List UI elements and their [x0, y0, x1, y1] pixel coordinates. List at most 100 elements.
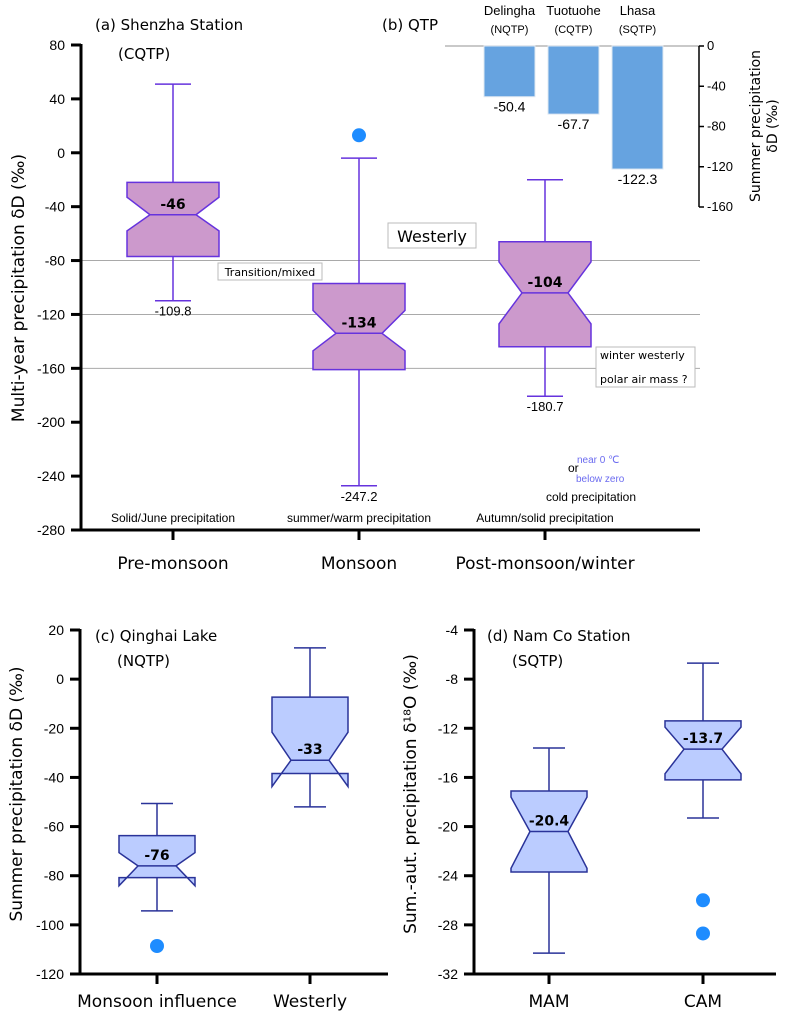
outlier-point — [352, 128, 366, 143]
bar-category-label: Lhasa — [620, 3, 656, 18]
category-note: Autumn/solid precipitation — [476, 511, 613, 525]
y-tick-label: -120 — [36, 966, 64, 982]
y-tick-label: 0 — [56, 671, 64, 687]
category-note: summer/warm precipitation — [287, 511, 431, 525]
box-body — [664, 720, 742, 781]
y-tick-label: -80 — [45, 253, 65, 269]
y-tick-label: 80 — [49, 37, 65, 53]
below-zero-label: below zero — [576, 474, 625, 485]
box-post-monsoon-winter: -104 -180.7 — [498, 178, 592, 414]
y-tick-label: -280 — [37, 522, 65, 538]
panel-b: (b) QTP 0 -40 -80 -120 -160 -50.4 Delingha (NQT… — [382, 3, 781, 214]
bar-value-label: -50.4 — [494, 99, 526, 115]
x-category-label: CAM — [684, 992, 722, 1012]
x-category-label: Monsoon — [321, 554, 397, 574]
box-monsoon: -134 -247.2 — [312, 128, 406, 504]
y-tick-label: -28 — [438, 917, 458, 933]
box-body — [271, 696, 349, 775]
box-body — [312, 282, 406, 371]
bar-category-label: Delingha — [484, 3, 536, 18]
notch-tail-left — [271, 772, 283, 789]
y-tick-label: -80 — [44, 868, 64, 884]
near-zero-label: near 0 ℃ — [577, 455, 619, 466]
median-label: -13.7 — [683, 731, 723, 747]
panel-c-ylabel: Summer precipitation δD (‰) — [7, 666, 27, 921]
whisker-low-label: -109.8 — [155, 304, 192, 319]
category-note: Solid/June precipitation — [111, 511, 235, 525]
cold-precipitation-label: cold precipitation — [546, 490, 636, 504]
y-tick-label: 20 — [48, 622, 64, 638]
box-pre-monsoon: -46 -109.8 — [126, 83, 220, 319]
y-tick-label: -200 — [37, 414, 65, 430]
bar-delingha — [483, 45, 536, 98]
y-tick-label: -12 — [438, 720, 458, 736]
outlier-point — [696, 926, 710, 941]
y-tick-label: 0 — [57, 145, 65, 161]
box-mam: -20.4 — [510, 747, 588, 954]
y-tick-label: -160 — [707, 199, 733, 214]
westerly-label-box — [387, 222, 477, 249]
y-tick-label: -120 — [37, 306, 65, 322]
y-tick-label: -80 — [707, 119, 726, 134]
winter-westerly-label-box — [595, 346, 696, 388]
y-tick-label: 0 — [707, 38, 714, 53]
y-tick-label: -40 — [707, 78, 726, 93]
median-label: -46 — [160, 197, 185, 213]
or-label: or — [568, 461, 579, 475]
y-tick-label: -16 — [438, 769, 458, 785]
outlier-point — [696, 893, 710, 908]
bar-region-label: (NQTP) — [491, 24, 529, 36]
median-label: -104 — [527, 275, 562, 291]
y-tick-label: 40 — [49, 91, 65, 107]
panel-d-ylabel: Sum.-aut. precipitation δ¹⁸O (‰) — [401, 654, 421, 934]
median-label: -33 — [297, 742, 322, 758]
panel-d: (d) Nam Co Station (SQTP) Sum.-aut. prec… — [401, 622, 776, 1012]
y-tick-label: -40 — [45, 199, 65, 215]
bar-tuotuohe — [547, 45, 600, 115]
box-cam: -13.7 — [664, 662, 742, 941]
winter-westerly-label: winter westerly — [600, 349, 685, 362]
panel-b-ylabel-line1: Summer precipitation — [748, 50, 764, 202]
panel-a-title: (a) Shenzha Station — [95, 16, 243, 34]
y-tick-label: -160 — [37, 360, 65, 376]
bar-value-label: -122.3 — [618, 171, 658, 187]
panel-c: (c) Qinghai Lake (NQTP) Summer precipita… — [7, 622, 388, 1012]
y-tick-label: -100 — [36, 917, 64, 933]
x-category-label: MAM — [529, 992, 570, 1012]
notch-tail-left — [118, 876, 129, 888]
y-tick-label: -24 — [438, 868, 458, 884]
whisker-low-label: -180.7 — [527, 399, 564, 414]
y-tick-label: -32 — [438, 966, 458, 982]
y-tick-label: -120 — [707, 159, 733, 174]
panel-d-subtitle: (SQTP) — [512, 652, 563, 670]
median-label: -134 — [341, 315, 376, 331]
whisker-low-label: -247.2 — [341, 489, 378, 504]
y-tick-label: -240 — [37, 468, 65, 484]
panel-a: (a) Shenzha Station (CQTP) Multi-year pr… — [9, 16, 700, 574]
bar-lhasa — [611, 45, 664, 170]
median-label: -76 — [144, 848, 169, 864]
westerly-label: Westerly — [397, 227, 467, 246]
y-tick-label: -60 — [44, 819, 64, 835]
y-tick-label: -20 — [44, 720, 64, 736]
y-tick-label: -4 — [446, 622, 459, 638]
y-tick-label: -20 — [438, 819, 458, 835]
bar-value-label: -67.7 — [558, 116, 590, 132]
x-category-label: Post-monsoon/winter — [455, 554, 634, 574]
bar-category-label: Tuotuohe — [546, 3, 600, 18]
polar-air-mass-label: polar air mass ? — [600, 373, 688, 386]
bar-region-label: (CQTP) — [555, 24, 593, 36]
notch-tail-right — [185, 876, 196, 888]
panel-b-ylabel-line2: δD (‰) — [765, 99, 781, 153]
panel-c-subtitle: (NQTP) — [117, 652, 170, 670]
transition-label: Transition/mixed — [224, 266, 316, 279]
box-body — [498, 240, 592, 348]
panel-c-title: (c) Qinghai Lake — [95, 627, 217, 645]
x-category-label: Pre-monsoon — [117, 554, 228, 574]
panel-a-subtitle: (CQTP) — [118, 45, 170, 63]
x-category-label: Monsoon influence — [77, 992, 237, 1012]
y-tick-label: -40 — [44, 769, 64, 785]
bar-region-label: (SQTP) — [619, 24, 656, 36]
outlier-point — [150, 938, 164, 953]
